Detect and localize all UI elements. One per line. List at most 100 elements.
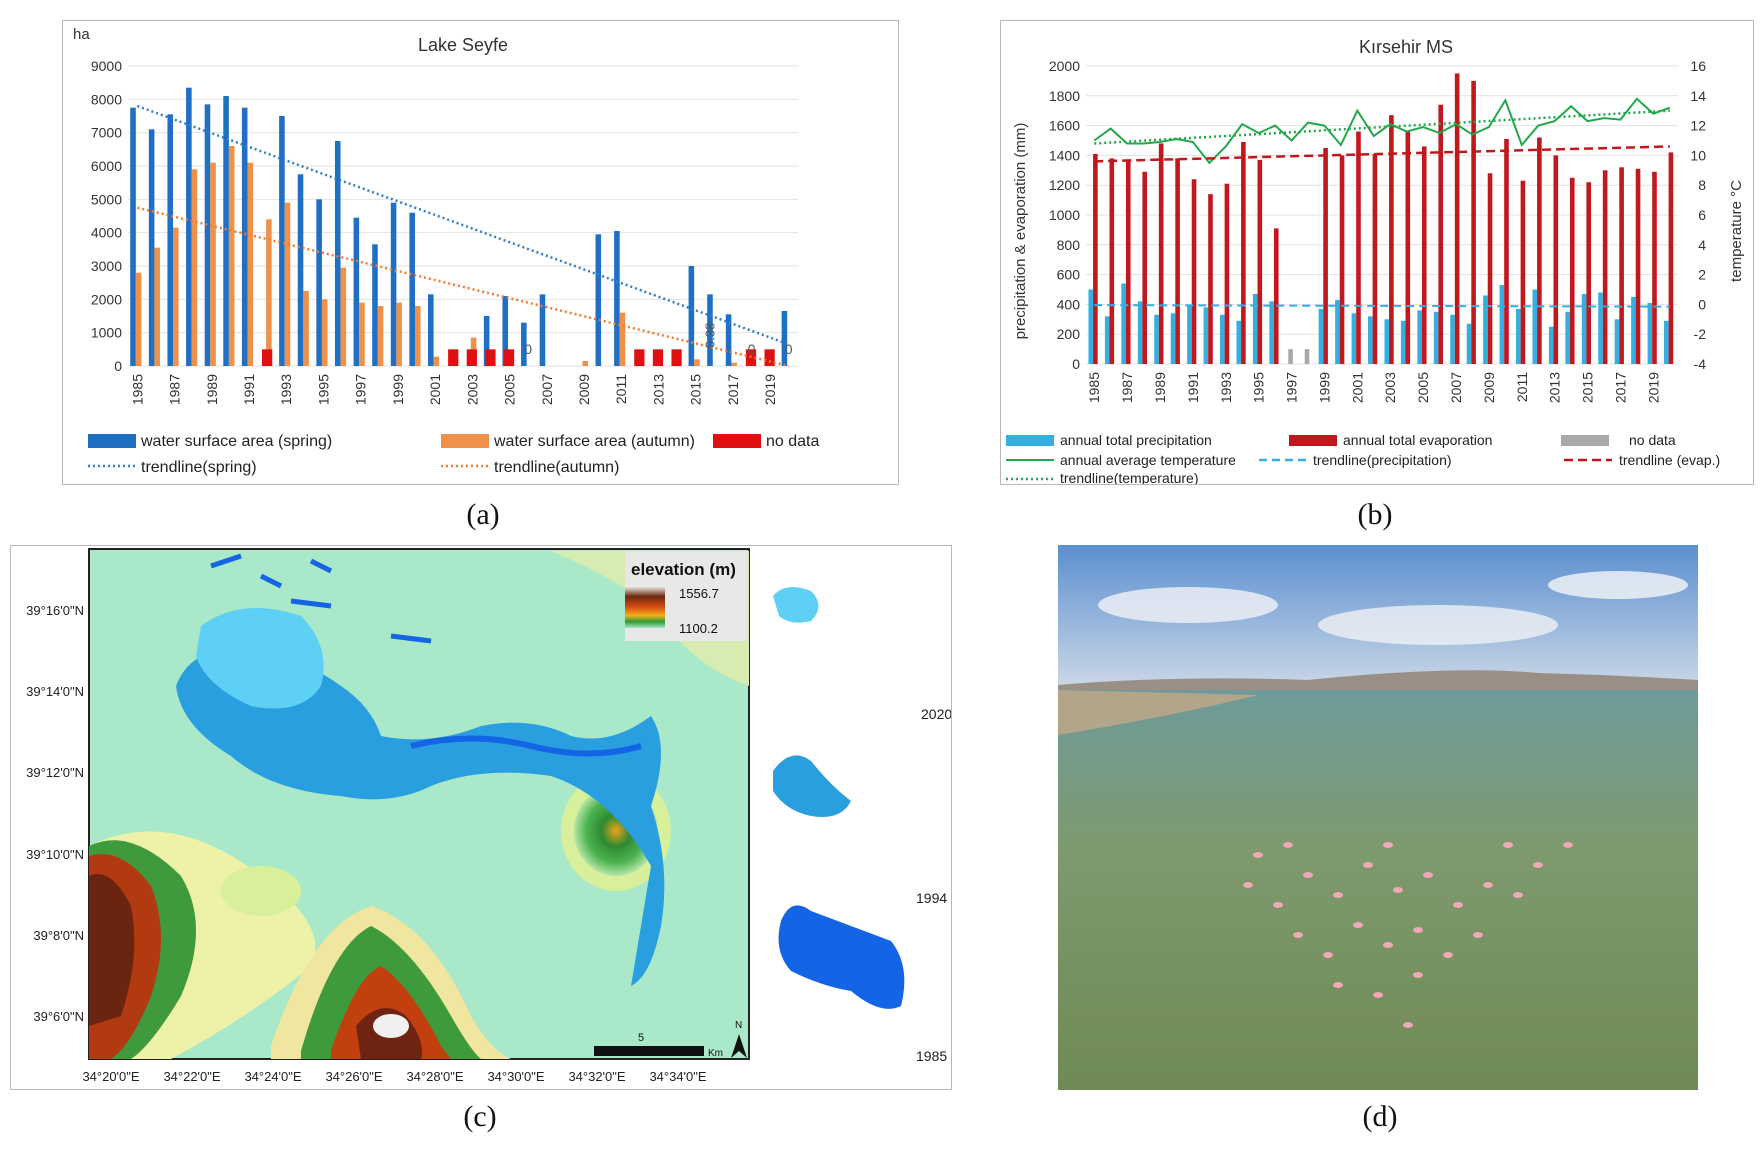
y-tick-label-left: 1400 — [1049, 147, 1080, 163]
x-tick-label: 2019 — [1645, 372, 1661, 403]
inset-year-2020: 2020 — [921, 706, 951, 722]
bar-evaporation — [1668, 152, 1674, 364]
lat-label: 39°10'0"N — [26, 847, 84, 862]
x-tick-label: 2003 — [1382, 372, 1398, 403]
y-tick-label-right: -2 — [1694, 326, 1707, 342]
data-annotation: 0.38 — [702, 323, 717, 348]
bar-autumn — [396, 302, 402, 366]
y-tick-label-right: 2 — [1698, 267, 1706, 283]
bar-precipitation — [1581, 293, 1587, 364]
trendline-spring — [136, 104, 790, 346]
photo-panel — [1058, 545, 1698, 1090]
scale-bar: 5 Km — [594, 1032, 723, 1059]
trendline-temperature — [1094, 109, 1670, 145]
y-tick-label-right: 8 — [1698, 177, 1706, 193]
bar-no-data — [262, 349, 273, 366]
temperature-line — [1093, 97, 1671, 165]
bar-precipitation — [1433, 311, 1439, 364]
lon-label: 34°20'0"E — [82, 1069, 139, 1084]
legend-label-trend-spring: trendline(spring) — [141, 459, 257, 476]
legend-label-trend-autumn: trendline(autumn) — [494, 459, 619, 476]
bar-evaporation — [1175, 158, 1180, 364]
bar-evaporation — [1372, 153, 1378, 364]
north-label: N — [735, 1020, 742, 1031]
legend-title: elevation (m) — [631, 560, 736, 579]
bar-autumn — [210, 162, 216, 366]
legend-swatch-nodata — [1561, 435, 1609, 446]
caption-b: (b) — [1357, 498, 1393, 531]
legend-label-no-data: no data — [766, 433, 819, 450]
y-tick-label-left: 0 — [1072, 356, 1080, 372]
bar-autumn — [247, 162, 254, 366]
bar-autumn — [154, 247, 161, 366]
bar-no-data — [671, 349, 682, 366]
bar-autumn — [303, 291, 309, 366]
chart-title: Kırsehir MS — [1359, 37, 1453, 57]
lon-label: 34°30'0"E — [487, 1069, 544, 1084]
bar-evaporation — [1093, 153, 1098, 364]
lon-labels: 34°20'0"E 34°22'0"E 34°24'0"E 34°26'0"E … — [82, 1069, 706, 1084]
bar-evaporation — [1241, 141, 1246, 364]
bar-evaporation — [1602, 170, 1608, 364]
bar-spring — [279, 116, 285, 366]
bar-evaporation — [1224, 183, 1230, 364]
map-panel: elevation (m) 1556.7 1100.2 5 Km N 39°16… — [10, 545, 952, 1090]
bar-evaporation — [1553, 155, 1559, 364]
bar-precipitation — [1351, 313, 1357, 364]
bar-spring — [186, 87, 192, 367]
bar-spring — [428, 294, 434, 366]
bar-precipitation — [1269, 301, 1274, 364]
bar-spring — [334, 141, 341, 366]
bar-no-data — [1304, 349, 1310, 364]
bar-evaporation — [1471, 80, 1476, 365]
caption-d: (d) — [1362, 1100, 1398, 1133]
lat-label: 39°14'0"N — [26, 684, 84, 699]
elevation-map: elevation (m) 1556.7 1100.2 5 Km N 39°16… — [26, 548, 951, 1084]
lat-label: 39°16'0"N — [26, 603, 84, 618]
bar-precipitation — [1384, 319, 1390, 364]
x-tick-label: 1993 — [1218, 372, 1234, 403]
x-tick-label: 1989 — [204, 374, 220, 405]
bar-autumn — [731, 362, 737, 366]
lat-label: 39°8'0"N — [33, 928, 84, 943]
chart-b: Kırsehir MS precipitation & evaporation (… — [1006, 37, 1745, 484]
y-tick-label-right: 16 — [1690, 58, 1706, 74]
bar-evaporation — [1504, 139, 1509, 364]
bar-spring — [204, 104, 211, 366]
bar-precipitation — [1664, 320, 1669, 364]
y-axis-label: ha — [73, 26, 90, 43]
x-tick-label: 1999 — [390, 374, 406, 405]
bar-autumn — [414, 306, 421, 366]
bar-spring — [297, 174, 304, 366]
north-arrow: N — [731, 1020, 747, 1058]
bar-autumn — [266, 219, 272, 366]
bar-autumn — [377, 306, 384, 366]
bar-autumn — [582, 361, 589, 366]
x-tick-label: 2017 — [1612, 372, 1628, 403]
x-tick-label: 1993 — [278, 374, 294, 405]
bar-no-data — [764, 349, 775, 366]
chart-a: Lake Seyfe ha 0 1000 2000 3000 4000 5000 6000 700… — [73, 26, 819, 476]
bar-precipitation — [1252, 293, 1258, 364]
bar-precipitation — [1516, 308, 1521, 364]
bar-spring — [372, 244, 378, 366]
y-tick-label: 9000 — [91, 58, 122, 74]
x-tick-label: 2019 — [762, 374, 778, 405]
bar-precipitation — [1318, 308, 1324, 364]
bar-evaporation — [1389, 115, 1394, 364]
scale-unit: Km — [708, 1048, 723, 1059]
bar-autumn — [694, 359, 700, 366]
x-tick-label: 1997 — [353, 374, 369, 405]
bar-no-data — [652, 349, 664, 366]
bar-evaporation — [1487, 173, 1493, 364]
y-tick-label-right: 4 — [1698, 237, 1706, 253]
x-tick-label: 2005 — [1415, 372, 1431, 403]
bar-spring — [595, 234, 602, 366]
x-tick-label: 2009 — [1481, 372, 1497, 403]
inset-year-1994: 1994 — [916, 890, 947, 906]
bar-spring — [223, 96, 229, 366]
bar-evaporation — [1208, 194, 1213, 364]
bar-autumn — [619, 312, 626, 366]
data-annotation: 0 — [785, 341, 793, 357]
chart-a-panel: Lake Seyfe ha 0 1000 2000 3000 4000 5000 6000 700… — [62, 20, 899, 485]
